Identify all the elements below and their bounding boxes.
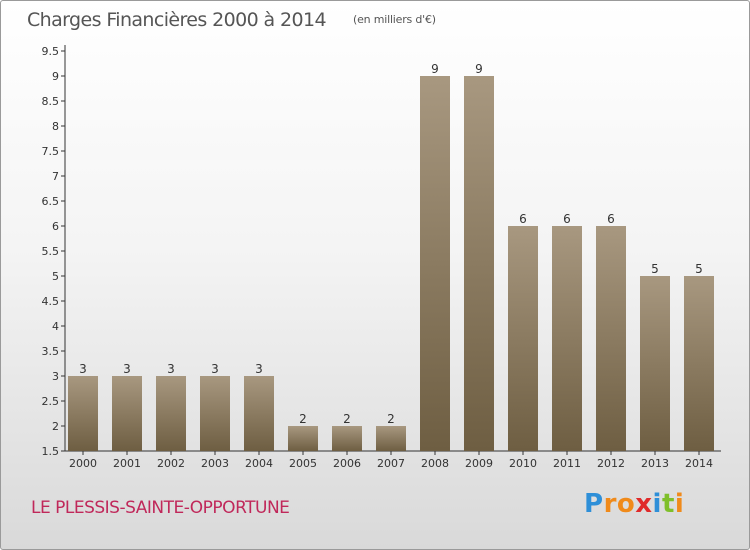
y-tick-label: 2.5 (42, 395, 60, 408)
bar (68, 376, 98, 451)
x-tick-label: 2014 (685, 457, 713, 470)
bar-value-label: 3 (79, 362, 87, 376)
bar-value-label: 3 (211, 362, 219, 376)
bar-value-label: 2 (299, 412, 307, 426)
y-tick-label: 5 (52, 270, 59, 283)
bar (508, 226, 538, 451)
y-tick-label: 7 (52, 170, 59, 183)
y-tick-label: 7.5 (42, 145, 60, 158)
chart-title: Charges Financières 2000 à 2014 (27, 9, 327, 31)
bar (376, 426, 406, 451)
bar-series: 3 3 3 3 3 2 2 2 9 9 6 6 6 5 5 (68, 62, 714, 451)
bar (684, 276, 714, 451)
x-tick-label: 2007 (377, 457, 405, 470)
x-tick-label: 2006 (333, 457, 361, 470)
x-tick-label: 2008 (421, 457, 449, 470)
x-axis: 2000 2001 2002 2003 2004 2005 2006 2007 2008 2009… (65, 450, 721, 470)
y-tick-label: 8 (52, 120, 59, 133)
bar-value-label: 6 (607, 212, 615, 226)
bar (640, 276, 670, 451)
logo-letter: x (635, 489, 653, 519)
y-tick-label: 8.5 (42, 95, 60, 108)
x-tick-label: 2012 (597, 457, 625, 470)
y-tick-label: 3 (52, 370, 59, 383)
x-tick-label: 2002 (157, 457, 185, 470)
proxiti-logo[interactable]: Proxiti (584, 489, 684, 519)
y-tick-label: 9 (52, 70, 59, 83)
bar (420, 76, 450, 451)
x-tick-label: 2000 (69, 457, 97, 470)
logo-letter: t (661, 489, 675, 519)
bar-value-label: 9 (475, 62, 483, 76)
y-axis: 1.5 2 2.5 3 3.5 4 4.5 5 5.5 6 6.5 7 7.5 8 8.5 9 9.5 (42, 45, 66, 458)
logo-letter: i (674, 489, 685, 519)
x-tick-label: 2011 (553, 457, 581, 470)
y-tick-label: 2 (52, 420, 59, 433)
y-tick-label: 9.5 (42, 45, 60, 58)
bar-value-label: 3 (255, 362, 263, 376)
bar (244, 376, 274, 451)
x-tick-label: 2003 (201, 457, 229, 470)
y-tick-label: 6.5 (42, 195, 60, 208)
bar-value-label: 3 (167, 362, 175, 376)
x-tick-label: 2001 (113, 457, 141, 470)
y-tick-label: 1.5 (42, 445, 60, 458)
logo-letter: i (652, 489, 662, 519)
bar-value-label: 2 (387, 412, 395, 426)
y-tick-label: 5.5 (42, 245, 60, 258)
x-tick-label: 2004 (245, 457, 273, 470)
y-tick-label: 4 (52, 320, 59, 333)
bar (596, 226, 626, 451)
bar (112, 376, 142, 451)
bar-value-label: 3 (123, 362, 131, 376)
chart-subtitle: (en milliers d'€) (353, 13, 436, 26)
bar-value-label: 2 (343, 412, 351, 426)
y-tick-label: 4.5 (42, 295, 60, 308)
x-tick-label: 2009 (465, 457, 493, 470)
x-tick-label: 2013 (641, 457, 669, 470)
bar (332, 426, 362, 451)
y-tick-label: 3.5 (42, 345, 60, 358)
bar-value-label: 5 (695, 262, 703, 276)
x-tick-label: 2010 (509, 457, 537, 470)
logo-letter: P (584, 489, 604, 519)
bar (552, 226, 582, 451)
bar (464, 76, 494, 451)
bar-value-label: 6 (519, 212, 527, 226)
bar-value-label: 9 (431, 62, 439, 76)
x-tick-label: 2005 (289, 457, 317, 470)
logo-letter: r (603, 489, 617, 519)
bar (156, 376, 186, 451)
y-tick-label: 6 (52, 220, 59, 233)
logo-letter: o (616, 489, 636, 519)
bar-value-label: 5 (651, 262, 659, 276)
commune-name: LE PLESSIS-SAINTE-OPPORTUNE (31, 498, 290, 518)
bar-value-label: 6 (563, 212, 571, 226)
bar (200, 376, 230, 451)
bar (288, 426, 318, 451)
